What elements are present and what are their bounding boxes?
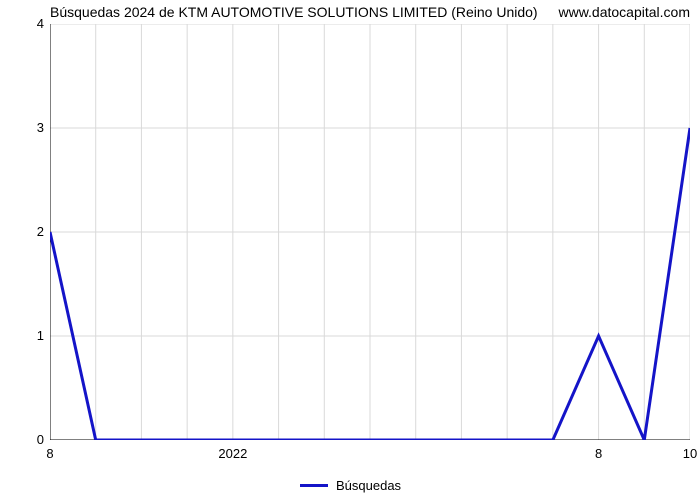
chart-svg [50, 24, 690, 440]
legend-swatch [300, 484, 328, 487]
x-tick-label: 10 [660, 446, 700, 461]
x-tick-label: 8 [569, 446, 629, 461]
chart-legend: Búsquedas [300, 478, 401, 493]
chart-plot-area [50, 24, 690, 440]
y-tick-label: 4 [14, 16, 44, 31]
x-tick-label: 2022 [203, 446, 263, 461]
chart-title-right: www.datocapital.com [558, 4, 690, 20]
y-tick-label: 3 [14, 120, 44, 135]
legend-label: Búsquedas [336, 478, 401, 493]
y-tick-label: 0 [14, 432, 44, 447]
y-tick-label: 2 [14, 224, 44, 239]
chart-title-left: Búsquedas 2024 de KTM AUTOMOTIVE SOLUTIO… [50, 4, 538, 20]
y-tick-label: 1 [14, 328, 44, 343]
x-tick-label: 8 [20, 446, 80, 461]
